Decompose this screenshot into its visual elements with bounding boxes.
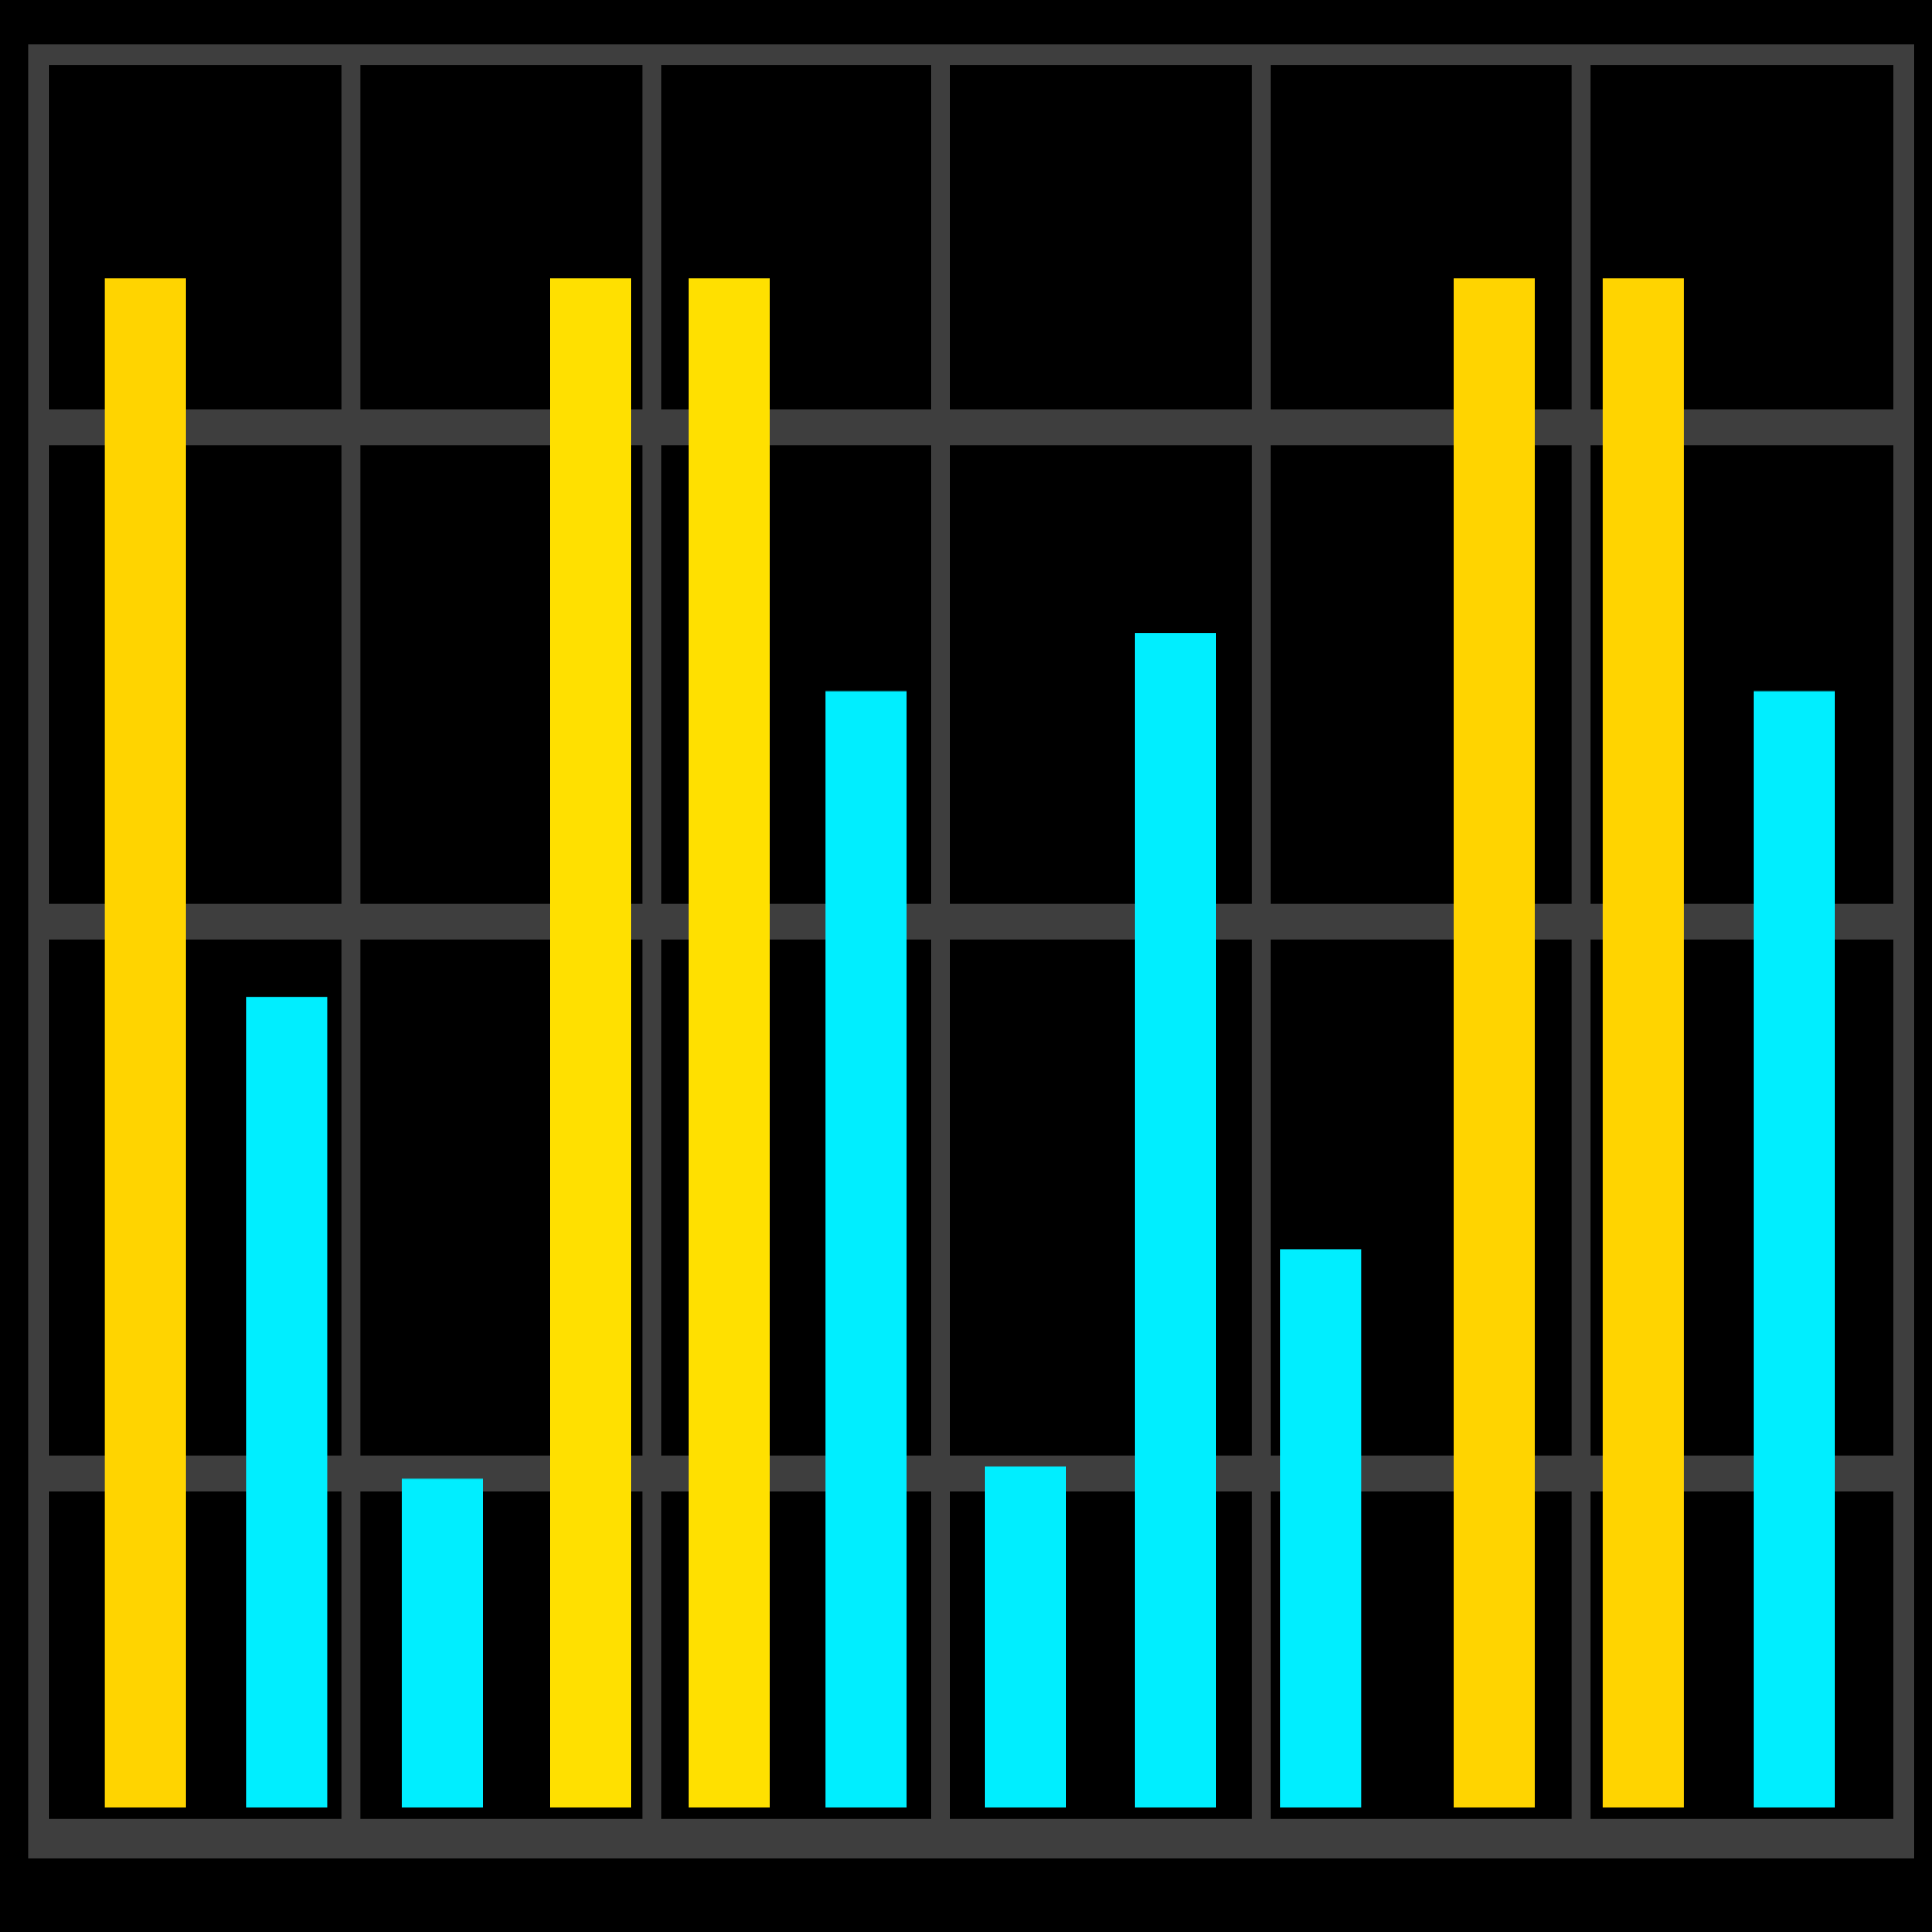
bars-layer [105, 278, 1835, 1808]
bar [1280, 1249, 1361, 1807]
bar [1135, 633, 1216, 1807]
bar [246, 996, 327, 1807]
bar [1603, 278, 1684, 1807]
bar [1754, 691, 1835, 1808]
plot-frame-bottom [28, 1819, 1914, 1858]
bar [825, 691, 907, 1808]
bar [550, 278, 631, 1807]
bar [1454, 278, 1535, 1807]
bar [985, 1466, 1066, 1807]
bar [402, 1478, 483, 1807]
grid-layer [28, 44, 1914, 1858]
bar [689, 278, 770, 1807]
bar [105, 278, 186, 1807]
